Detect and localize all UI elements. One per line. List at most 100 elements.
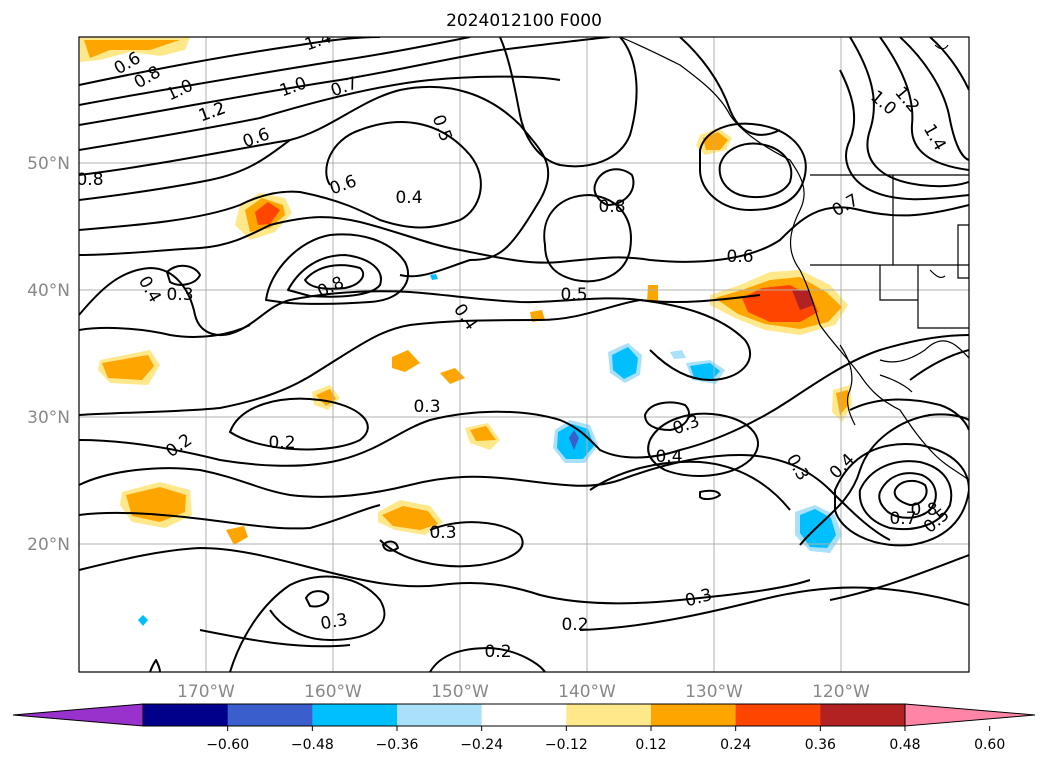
contour-line [679,37,781,136]
contour-line [879,37,969,171]
lon-tick-label: 120°W [812,682,870,702]
contour-line [499,37,638,168]
shaded-anomalies [80,37,852,626]
longitude-tick-labels: 170°W 160°W 150°W 140°W 130°W 120°W [177,682,870,702]
contour-line [878,472,937,519]
colorbar-tick-label: 0.12 [635,737,666,753]
contour-line [79,547,811,605]
contour-label: 0.8 [910,500,937,520]
contour-line [199,629,351,648]
colorbar-tick-label: −0.48 [291,737,334,753]
contour-line [287,254,382,298]
contour-line [593,168,635,206]
shade-patch [836,390,848,415]
contour-label: 0.4 [655,447,682,467]
lat-tick-label: 50°N [27,154,70,174]
shade-patch [102,355,154,380]
shade-patch [612,347,638,379]
coastline-path [619,37,969,481]
colorbar-tick-label: −0.36 [376,737,419,753]
colorbar-tick-label: 0.48 [889,737,920,753]
contour-label: 0.5 [560,285,587,305]
colorbar-cell [312,704,398,726]
lon-tick-label: 130°W [685,682,743,702]
map-frame [78,36,970,673]
contour-line [79,75,561,151]
contour-label: 0.8 [76,170,103,190]
contour-line [79,37,381,86]
shade-patch [690,363,720,380]
contour-line [79,204,969,264]
colorbar-cell [820,704,906,726]
contour-line [79,139,291,201]
graticule [79,37,969,672]
shade-patch [382,506,438,530]
coastline-path [957,224,969,279]
coastline-path [879,374,913,393]
contour-line [229,397,369,451]
lat-tick-label: 40°N [27,281,70,301]
chart-title: 2024012100 F000 [446,11,602,31]
contour-label: 0.8 [598,197,625,217]
colorbar-cell [397,704,483,726]
shade-patch [703,132,728,150]
contour-line [149,659,161,672]
map-panel: 0.6 0.8 1.0 1.2 1.4 0.7 0.5 0.6 0.4 0.8 … [76,37,969,672]
contour-line [429,647,546,672]
coastline [619,37,969,481]
colorbar-cell [481,704,567,726]
contour-line [166,264,201,286]
contour-line [543,194,632,283]
colorbar-tick-label: 0.60 [974,737,1005,753]
lon-tick-label: 150°W [431,682,489,702]
colorbar-cell [566,704,652,726]
contour-line [699,489,721,501]
colorbar-extend-high [904,703,1036,727]
contour-line [579,586,969,631]
colorbar-extend-low [12,703,144,727]
colorbar-tick-label: −0.60 [206,737,249,753]
coastline-path [839,344,856,426]
coastline-path [810,174,894,266]
contour-label: 0.2 [561,615,588,635]
colorbar-cell [651,704,737,726]
shade-patch [84,40,180,58]
contour-label: 0.3 [319,610,349,634]
contour-line [644,401,690,431]
shade-patch [792,290,814,310]
contour-line [79,37,611,126]
shade-patch [440,368,465,384]
contour-label: 0.6 [726,247,753,267]
contour-line [799,413,969,546]
coastline-path [934,44,949,50]
contour-label: 0.2 [268,433,295,453]
contour-label: 0.4 [395,188,422,208]
colorbar-cell [735,704,821,726]
contour-line [229,575,386,672]
colorbar-frame [142,703,906,727]
shade-patch [430,274,438,280]
contour-line [647,412,760,477]
colorbar-tick-label: −0.24 [460,737,503,753]
shade-patch [569,430,579,450]
contour-line [79,121,482,231]
colorbar-tick-label: −0.12 [545,737,588,753]
contour-line [265,233,410,305]
contour-line [382,540,399,552]
lon-tick-label: 170°W [177,682,235,702]
contour-label: 0.2 [484,642,511,662]
contour-label: 0.3 [166,285,193,305]
contour-label: 0.3 [429,523,456,543]
lat-tick-label: 30°N [27,408,70,428]
shade-patch [226,526,248,545]
coastline-path [917,265,969,329]
latitude-tick-labels: 50°N 40°N 30°N 20°N [27,154,70,555]
colorbar-cell [227,704,313,726]
contour-line [849,37,969,188]
contour-line [79,454,891,541]
lon-tick-label: 160°W [304,682,362,702]
contour-label: 0.7 [889,509,916,529]
contour-line [718,142,793,199]
contour-line [893,479,928,506]
contour-line [849,398,969,431]
